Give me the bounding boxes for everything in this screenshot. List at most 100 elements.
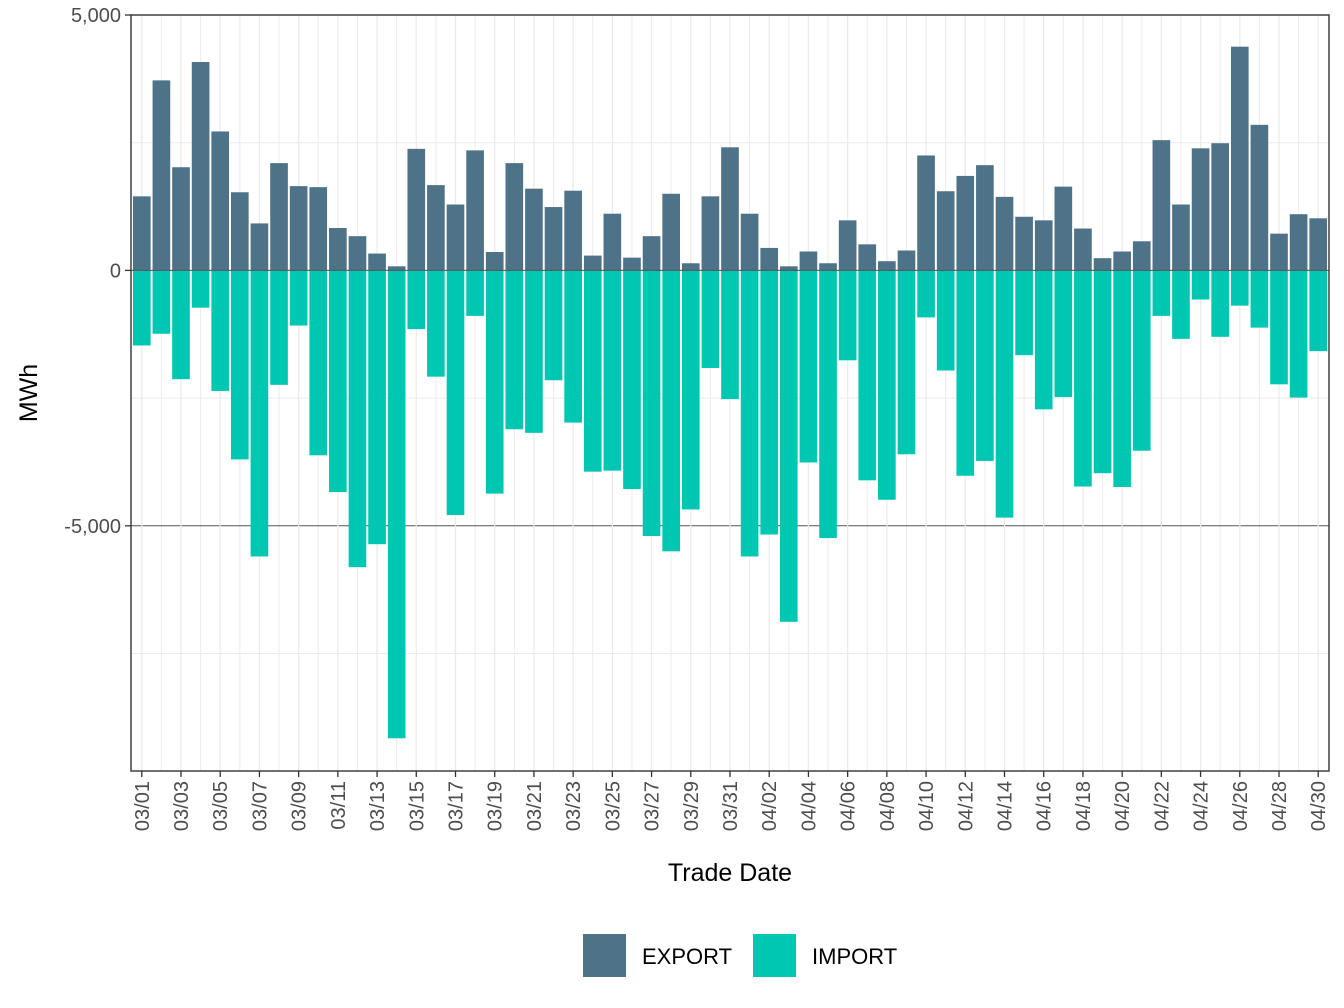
bar-export-04-16: [1034, 220, 1053, 271]
bar-export-04-10: [917, 155, 935, 271]
bar-import-03-08: [270, 270, 288, 385]
x-tick-label: 04/06: [838, 781, 860, 831]
x-tick-label: 04/30: [1308, 781, 1330, 831]
x-tick-label: 03/31: [720, 781, 742, 831]
bar-export-03-31: [721, 147, 739, 271]
bar-export-04-11: [936, 191, 955, 271]
bar-export-04-13: [976, 165, 994, 271]
bar-import-04-22: [1152, 270, 1171, 316]
bar-export-03-02: [152, 80, 171, 271]
bar-export-03-16: [427, 185, 445, 271]
bar-export-03-26: [623, 257, 641, 271]
bar-import-04-19: [1093, 270, 1112, 474]
bar-export-03-24: [583, 255, 602, 271]
bar-export-04-21: [1132, 241, 1151, 271]
bar-import-03-21: [525, 270, 543, 433]
y-tick-label: -5,000: [64, 516, 121, 538]
bar-export-03-10: [309, 187, 328, 271]
bar-import-03-29: [681, 270, 700, 510]
x-axis: 03/01 03/03 03/05 03/07 03/09 03/11 03/13 03/15…: [132, 771, 1330, 831]
bar-export-04-09: [897, 250, 916, 271]
legend-label-export: EXPORT: [642, 944, 732, 969]
bar-import-03-13: [368, 270, 386, 545]
bar-export-04-20: [1113, 251, 1131, 271]
bar-import-04-12: [956, 270, 975, 476]
bar-export-03-20: [505, 163, 524, 271]
x-tick-label: 03/23: [563, 781, 585, 831]
bar-import-03-06: [230, 270, 249, 460]
bar-export-03-07: [250, 223, 269, 271]
bar-export-03-27: [642, 236, 661, 271]
x-tick-label: 03/11: [328, 781, 350, 830]
bar-import-03-12: [348, 270, 367, 568]
bar-export-04-12: [956, 175, 975, 271]
bar-import-03-24: [583, 270, 602, 472]
bar-import-04-27: [1250, 270, 1269, 328]
bar-export-03-05: [211, 131, 230, 271]
bar-import-04-16: [1034, 270, 1053, 410]
legend-swatch-export: [583, 934, 626, 977]
legend-swatch-import: [753, 934, 796, 977]
bar-export-04-28: [1270, 233, 1288, 271]
bar-export-03-23: [564, 190, 582, 271]
y-tick-label: 0: [110, 260, 121, 282]
x-tick-label: 04/18: [1073, 781, 1095, 831]
bar-import-04-29: [1289, 270, 1308, 398]
bar-export-03-11: [329, 228, 347, 271]
bar-export-04-25: [1211, 143, 1230, 271]
y-axis: 5,000 0 -5,000: [64, 5, 131, 538]
bar-export-03-19: [485, 252, 504, 271]
x-tick-label: 04/16: [1034, 781, 1056, 831]
x-tick-label: 04/08: [877, 781, 899, 831]
bar-import-04-04: [799, 270, 818, 463]
bar-import-03-07: [250, 270, 269, 557]
bar-import-04-14: [995, 270, 1014, 518]
x-tick-label: 03/03: [171, 781, 193, 831]
legend: EXPORT IMPORT: [583, 934, 897, 977]
bar-export-03-29: [681, 263, 700, 271]
bar-export-03-14: [387, 266, 406, 271]
x-tick-label: 03/15: [406, 781, 428, 831]
bar-import-04-30: [1309, 270, 1328, 352]
bar-export-03-06: [230, 192, 249, 271]
bar-import-04-11: [936, 270, 955, 371]
bar-import-04-25: [1211, 270, 1230, 337]
bar-export-04-18: [1074, 228, 1092, 271]
bar-export-03-25: [603, 213, 622, 271]
bar-import-04-17: [1054, 270, 1073, 398]
bar-export-04-03: [779, 266, 798, 271]
bar-import-03-03: [172, 270, 190, 380]
x-tick-label: 04/26: [1230, 781, 1252, 831]
bar-import-03-20: [505, 270, 524, 430]
bar-export-04-27: [1250, 124, 1269, 271]
bar-import-03-02: [152, 270, 171, 334]
x-tick-label: 04/22: [1151, 781, 1173, 831]
bar-export-03-01: [132, 196, 151, 271]
bar-import-03-04: [191, 270, 210, 308]
x-tick-label: 04/02: [759, 781, 781, 831]
bar-export-03-09: [289, 186, 308, 271]
bar-export-04-23: [1172, 204, 1190, 271]
bar-export-03-03: [172, 167, 190, 271]
bar-export-03-18: [466, 150, 484, 271]
x-tick-label: 03/07: [249, 781, 271, 831]
bar-import-04-09: [897, 270, 916, 455]
bar-import-04-21: [1132, 270, 1151, 451]
bar-export-03-28: [662, 193, 681, 271]
x-tick-label: 04/14: [995, 781, 1017, 831]
bar-export-03-21: [525, 188, 543, 271]
bar-export-04-07: [858, 244, 877, 271]
bar-import-03-17: [446, 270, 465, 516]
bar-import-04-23: [1172, 270, 1190, 339]
bar-import-04-26: [1230, 270, 1249, 306]
bars: [131, 46, 1329, 739]
bar-import-03-19: [485, 270, 504, 494]
x-tick-label: 03/13: [367, 781, 389, 831]
bar-export-04-04: [799, 251, 818, 271]
bar-export-04-06: [838, 220, 857, 271]
y-axis-title: MWh: [15, 364, 43, 422]
bar-import-03-09: [289, 270, 308, 326]
x-tick-label: 03/09: [289, 781, 311, 831]
bar-import-03-15: [407, 270, 426, 330]
bar-export-04-02: [760, 247, 779, 271]
